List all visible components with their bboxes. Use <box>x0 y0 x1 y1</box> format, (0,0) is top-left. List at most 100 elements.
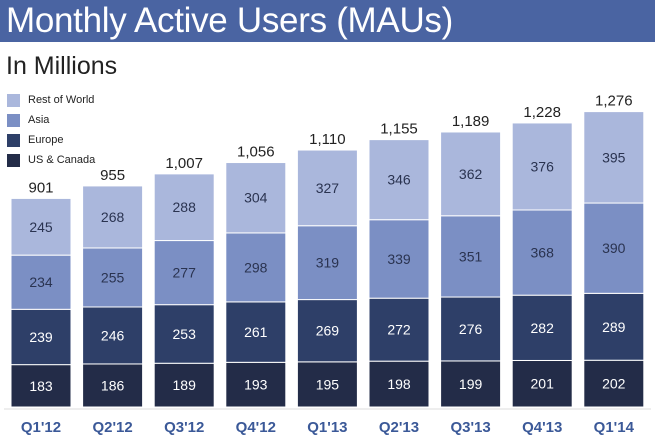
data-label-europe-q2-13: 272 <box>387 322 411 338</box>
data-label-asia-q2-12: 255 <box>101 269 125 285</box>
total-label-q1-12: 901 <box>28 179 53 196</box>
data-label-rest-of-world-q4-12: 304 <box>244 190 268 206</box>
data-label-europe-q4-13: 282 <box>531 320 555 336</box>
bar-segment-us-canada-q1-13 <box>296 361 358 408</box>
data-label-europe-q3-13: 276 <box>459 321 483 337</box>
bar-segment-us-canada-q3-12 <box>153 362 215 408</box>
bar-segment-asia-q3-12 <box>153 240 215 306</box>
legend-item-us-canada: US & Canada <box>7 150 95 170</box>
bar-segment-us-canada-q1-14 <box>583 359 645 408</box>
bar-segment-rest-of-world-q1-13 <box>296 149 358 227</box>
data-label-europe-q1-14: 289 <box>602 319 626 335</box>
total-label-q2-13: 1,155 <box>380 121 418 138</box>
x-tick-label-q1-12: Q1'12 <box>21 419 61 436</box>
x-tick-label-q3-13: Q3'13 <box>450 419 490 436</box>
bar-segment-rest-of-world-q1-14 <box>583 111 645 204</box>
bar-segment-rest-of-world-q4-13 <box>511 122 573 211</box>
data-label-europe-q3-12: 253 <box>173 326 197 342</box>
bar-segment-asia-q3-13 <box>440 215 502 298</box>
chart-legend: Rest of World Asia Europe US & Canada <box>7 90 95 170</box>
legend-label-rest-of-world: Rest of World <box>28 94 95 106</box>
legend-swatch-us-canada <box>7 153 20 167</box>
data-label-us-canada-q4-12: 193 <box>244 377 268 393</box>
data-label-asia-q4-12: 298 <box>244 259 268 275</box>
bar-segment-europe-q2-12 <box>82 306 144 365</box>
data-label-rest-of-world-q2-12: 268 <box>101 209 125 225</box>
legend-swatch-rest-of-world <box>7 93 20 107</box>
legend-item-asia: Asia <box>7 110 95 130</box>
legend-item-rest-of-world: Rest of World <box>7 90 95 110</box>
data-label-europe-q2-12: 246 <box>101 327 125 343</box>
data-label-asia-q4-13: 368 <box>531 245 555 261</box>
page-title: Monthly Active Users (MAUs) <box>6 1 453 40</box>
bar-segment-europe-q2-13 <box>368 297 430 362</box>
bar-segment-asia-q1-13 <box>296 225 358 301</box>
total-label-q3-13: 1,189 <box>452 113 490 130</box>
title-bar: Monthly Active Users (MAUs) <box>0 0 655 42</box>
data-label-rest-of-world-q3-12: 288 <box>173 199 197 215</box>
x-tick-label-q1-13: Q1'13 <box>307 419 347 436</box>
x-tick-label-q2-13: Q2'13 <box>379 419 419 436</box>
legend-label-europe: Europe <box>28 134 64 146</box>
x-tick-label-q2-12: Q2'12 <box>92 419 132 436</box>
data-label-europe-q4-12: 261 <box>244 324 268 340</box>
bar-segment-asia-q2-12 <box>82 247 144 308</box>
data-label-asia-q3-12: 277 <box>173 265 197 281</box>
legend-swatch-asia <box>7 113 20 127</box>
bar-segment-us-canada-q2-13 <box>368 360 430 408</box>
data-label-asia-q1-12: 234 <box>29 274 53 290</box>
data-label-asia-q1-13: 319 <box>316 255 340 271</box>
data-label-rest-of-world-q2-13: 346 <box>387 172 411 188</box>
bar-segment-europe-q3-13 <box>440 296 502 362</box>
legend-label-us-canada: US & Canada <box>28 154 96 166</box>
data-label-asia-q3-13: 351 <box>459 248 483 264</box>
bar-segment-asia-q2-13 <box>368 219 430 299</box>
chart-subtitle: In Millions <box>6 52 118 80</box>
bar-segment-rest-of-world-q3-13 <box>440 131 502 217</box>
bar-segment-asia-q1-12 <box>10 254 72 310</box>
data-label-asia-q1-14: 390 <box>602 240 626 256</box>
bar-segment-rest-of-world-q3-12 <box>153 173 215 242</box>
data-label-rest-of-world-q1-12: 245 <box>29 219 53 235</box>
bar-segment-europe-q1-13 <box>296 299 358 363</box>
bar-segment-asia-q4-12 <box>225 232 287 303</box>
bar-segment-asia-q1-14 <box>583 202 645 294</box>
total-label-q3-12: 1,007 <box>165 155 203 172</box>
x-tick-label-q3-12: Q3'12 <box>164 419 204 436</box>
data-label-rest-of-world-q1-14: 395 <box>602 149 626 165</box>
x-tick-label-q1-14: Q1'14 <box>594 419 635 436</box>
data-label-us-canada-q4-13: 201 <box>531 376 555 392</box>
x-tick-label-q4-12: Q4'12 <box>236 419 276 436</box>
data-label-europe-q1-12: 239 <box>29 329 53 345</box>
total-label-q4-13: 1,228 <box>523 104 561 121</box>
total-label-q1-14: 1,276 <box>595 93 633 110</box>
total-label-q2-12: 955 <box>100 167 125 184</box>
bar-segment-asia-q4-13 <box>511 209 573 296</box>
legend-item-europe: Europe <box>7 130 95 150</box>
bar-segment-europe-q3-12 <box>153 304 215 364</box>
bar-segment-us-canada-q3-13 <box>440 360 502 408</box>
legend-swatch-europe <box>7 133 20 147</box>
data-label-us-canada-q2-12: 186 <box>101 377 125 393</box>
data-label-us-canada-q3-12: 189 <box>173 377 197 393</box>
bar-segment-rest-of-world-q2-13 <box>368 139 430 221</box>
bar-segment-europe-q4-12 <box>225 301 287 363</box>
bar-segment-europe-q4-13 <box>511 294 573 361</box>
data-label-rest-of-world-q4-13: 376 <box>531 158 555 174</box>
data-label-rest-of-world-q1-13: 327 <box>316 180 340 196</box>
legend-label-asia: Asia <box>28 114 50 126</box>
bar-segment-rest-of-world-q2-12 <box>82 185 144 249</box>
data-label-us-canada-q3-13: 199 <box>459 376 483 392</box>
bar-segment-rest-of-world-q4-12 <box>225 162 287 234</box>
data-label-us-canada-q1-14: 202 <box>602 376 626 392</box>
data-label-us-canada-q1-12: 183 <box>29 378 53 394</box>
x-tick-label-q4-13: Q4'13 <box>522 419 562 436</box>
total-label-q1-13: 1,110 <box>309 131 345 148</box>
bar-segment-us-canada-q2-12 <box>82 363 144 408</box>
bar-segment-us-canada-q4-12 <box>225 361 287 408</box>
bar-segment-us-canada-q4-13 <box>511 359 573 408</box>
data-label-rest-of-world-q3-13: 362 <box>459 166 483 182</box>
data-label-europe-q1-13: 269 <box>316 323 340 339</box>
data-label-asia-q2-13: 339 <box>387 251 411 267</box>
